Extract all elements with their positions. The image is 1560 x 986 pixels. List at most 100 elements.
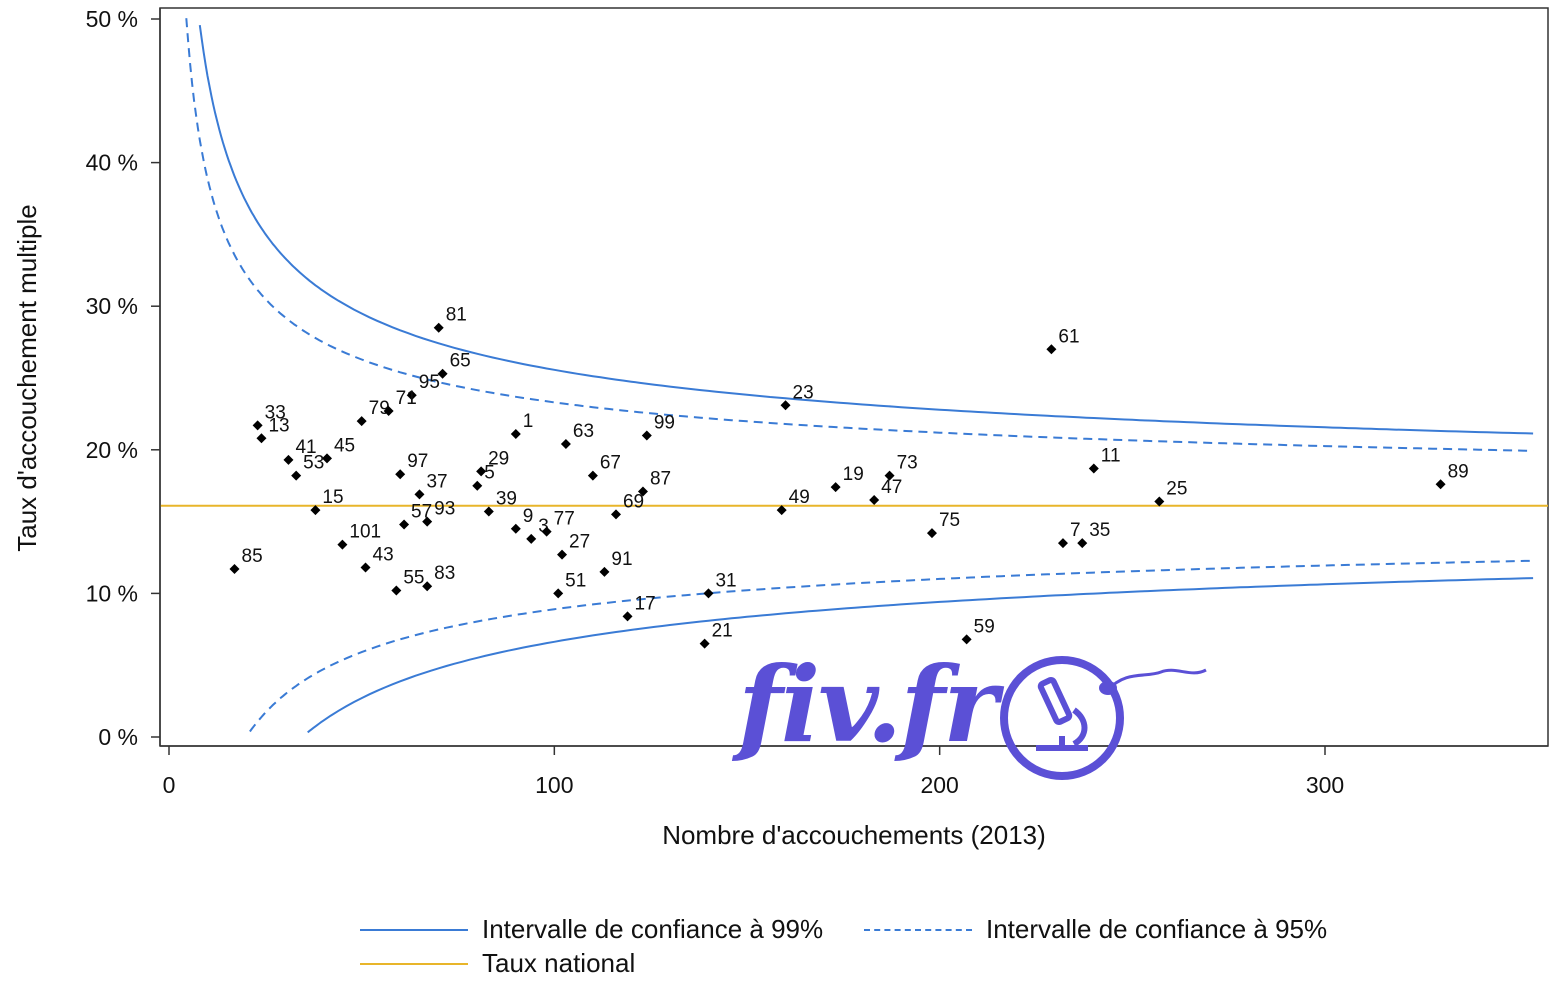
data-point-label: 25 bbox=[1166, 478, 1187, 499]
axis-ticks: 0 100 200 300 0 % 10 % 20 % 30 % 40 % 50 % bbox=[86, 6, 1548, 798]
data-point bbox=[360, 562, 371, 573]
data-point bbox=[356, 416, 367, 427]
data-point bbox=[560, 439, 571, 450]
data-point bbox=[884, 470, 895, 481]
data-point bbox=[1088, 463, 1099, 474]
data-point-label: 59 bbox=[974, 616, 995, 637]
data-point-label: 45 bbox=[334, 435, 355, 456]
data-point bbox=[229, 563, 240, 574]
data-point bbox=[252, 420, 263, 431]
legend-swatch-ci95 bbox=[864, 928, 972, 931]
data-point bbox=[776, 505, 787, 516]
data-point-label: 37 bbox=[426, 471, 447, 492]
y-axis-title: Taux d'accouchement multiple bbox=[12, 204, 42, 551]
y-tick-label: 50 % bbox=[86, 6, 138, 32]
data-point bbox=[283, 454, 294, 465]
data-point bbox=[699, 638, 710, 649]
data-point-label: 81 bbox=[446, 305, 467, 326]
x-tick-label: 100 bbox=[535, 772, 573, 798]
data-point bbox=[414, 489, 425, 500]
ci99-lower-curve bbox=[307, 577, 1534, 734]
data-point bbox=[256, 433, 267, 444]
data-point bbox=[869, 495, 880, 506]
legend-swatch-ci99 bbox=[360, 928, 468, 931]
data-point bbox=[926, 528, 937, 539]
data-point-label: 13 bbox=[268, 415, 289, 436]
data-point-label: 99 bbox=[654, 412, 675, 433]
data-point bbox=[1077, 538, 1088, 549]
x-axis-title: Nombre d'accouchements (2013) bbox=[662, 820, 1046, 850]
legend-item-ci95: Intervalle de confiance à 95% bbox=[864, 914, 1327, 945]
data-point-label: 65 bbox=[450, 351, 471, 372]
data-point-label: 53 bbox=[303, 453, 324, 474]
data-point-label: 11 bbox=[1101, 445, 1121, 466]
data-point bbox=[437, 368, 448, 379]
data-point bbox=[310, 505, 321, 516]
data-point-label: 43 bbox=[373, 545, 394, 566]
data-point bbox=[399, 519, 410, 530]
data-point-label: 71 bbox=[396, 388, 417, 409]
data-point bbox=[526, 533, 537, 544]
data-point bbox=[587, 470, 598, 481]
data-point bbox=[476, 466, 487, 477]
legend-item-ci99: Intervalle de confiance à 99% bbox=[360, 914, 823, 945]
legend-label-national: Taux national bbox=[482, 948, 636, 978]
data-point-label: 95 bbox=[419, 372, 440, 393]
data-point bbox=[703, 588, 714, 599]
data-point-label: 23 bbox=[793, 382, 814, 403]
data-point bbox=[637, 486, 648, 497]
data-point bbox=[1154, 496, 1165, 507]
data-point-label: 77 bbox=[554, 509, 575, 530]
data-point bbox=[337, 539, 348, 550]
data-point-label: 67 bbox=[600, 453, 621, 474]
y-tick-label: 10 % bbox=[86, 580, 138, 606]
data-point bbox=[406, 390, 417, 401]
data-point-label: 93 bbox=[434, 499, 455, 520]
data-point-label: 85 bbox=[242, 546, 263, 567]
ci95-lower-curve bbox=[249, 559, 1534, 733]
x-tick-label: 200 bbox=[920, 772, 958, 798]
y-tick-label: 30 % bbox=[86, 293, 138, 319]
data-point-label: 33 bbox=[265, 402, 286, 423]
data-point-label: 47 bbox=[881, 477, 902, 498]
y-tick-label: 20 % bbox=[86, 437, 138, 463]
data-point bbox=[433, 322, 444, 333]
data-point bbox=[422, 516, 433, 527]
data-point-label: 63 bbox=[573, 421, 594, 442]
data-point-label: 15 bbox=[322, 487, 343, 508]
data-point-label: 5 bbox=[484, 463, 495, 484]
data-point bbox=[610, 509, 621, 520]
legend: Intervalle de confiance à 99% Intervalle… bbox=[360, 914, 1460, 982]
data-point-label: 79 bbox=[369, 398, 390, 419]
data-point-label: 31 bbox=[715, 570, 736, 591]
watermark-text: fiv.fr bbox=[738, 643, 998, 766]
data-point bbox=[321, 453, 332, 464]
data-point bbox=[510, 429, 521, 440]
x-tick-label: 0 bbox=[163, 772, 176, 798]
data-point-label: 91 bbox=[611, 549, 632, 570]
data-point-label: 35 bbox=[1089, 520, 1110, 541]
data-point bbox=[541, 526, 552, 537]
data-point bbox=[383, 406, 394, 417]
data-point-label: 75 bbox=[939, 510, 960, 531]
data-point bbox=[557, 549, 568, 560]
data-point bbox=[291, 470, 302, 481]
data-point bbox=[553, 588, 564, 599]
y-tick-label: 40 % bbox=[86, 150, 138, 176]
data-point-label: 29 bbox=[488, 448, 509, 469]
data-point-label: 7 bbox=[1070, 520, 1081, 541]
data-point bbox=[1057, 538, 1068, 549]
data-point-label: 51 bbox=[565, 570, 586, 591]
data-point bbox=[510, 523, 521, 534]
data-point bbox=[780, 400, 791, 411]
legend-label-ci95: Intervalle de confiance à 95% bbox=[986, 914, 1328, 944]
legend-item-national: Taux national bbox=[360, 948, 635, 979]
data-point bbox=[422, 581, 433, 592]
data-point-label: 55 bbox=[403, 568, 424, 589]
data-point bbox=[391, 585, 402, 596]
microscope-logo-icon bbox=[1000, 656, 1207, 780]
x-tick-label: 300 bbox=[1306, 772, 1344, 798]
data-point-label: 17 bbox=[635, 593, 656, 614]
